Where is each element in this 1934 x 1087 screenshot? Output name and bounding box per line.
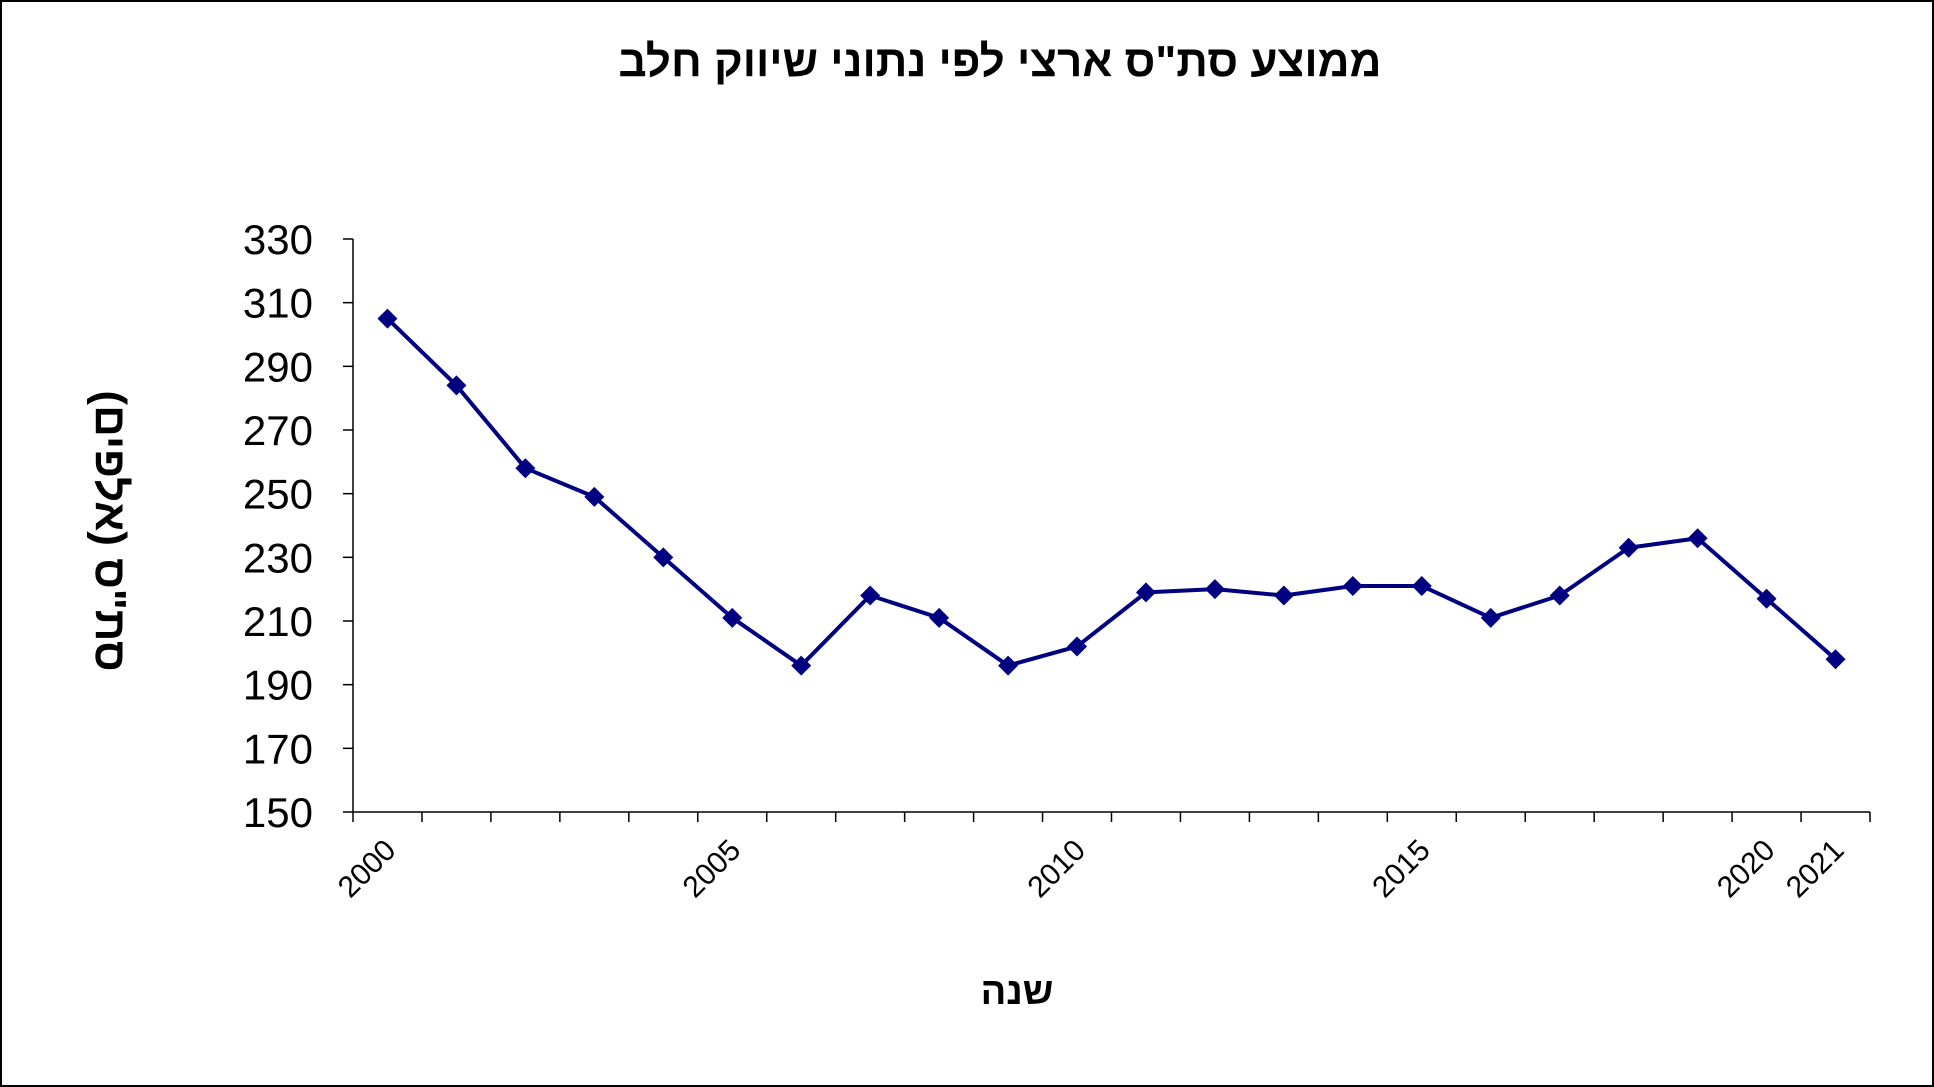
data-point <box>860 585 881 606</box>
y-tick-label: 190 <box>243 662 313 709</box>
y-tick-label: 230 <box>243 534 313 581</box>
data-point <box>722 607 743 628</box>
y-tick-label: 330 <box>243 216 313 263</box>
data-point <box>1067 636 1088 657</box>
y-tick-label: 290 <box>243 343 313 390</box>
y-tick-label: 310 <box>243 280 313 327</box>
y-tick-labels: 150 170 190 210 230 250 270 290 310 330 <box>243 216 313 836</box>
data-point <box>1480 607 1501 628</box>
data-point <box>929 607 950 628</box>
x-axis-label: שנה <box>981 971 1054 1013</box>
y-tick-label: 270 <box>243 407 313 454</box>
data-point <box>446 375 467 396</box>
y-axis-label: סת"ס (אלפים) <box>86 390 135 671</box>
data-point <box>1342 575 1363 596</box>
y-tick-label: 150 <box>243 789 313 836</box>
data-point <box>1204 579 1225 600</box>
chart-title: ממוצע סת"ס ארצי לפי נתוני שיווק חלב <box>619 37 1382 86</box>
data-point <box>653 547 674 568</box>
y-tick-label: 170 <box>243 725 313 772</box>
axes <box>343 238 1871 822</box>
data-point <box>1135 582 1156 603</box>
data-point <box>1687 528 1708 549</box>
data-point <box>791 655 812 676</box>
series-layer <box>377 308 1846 676</box>
y-tick-label: 250 <box>243 471 313 518</box>
series-line <box>386 317 1837 668</box>
data-point <box>1411 575 1432 596</box>
data-point <box>1273 585 1294 606</box>
data-point <box>1549 585 1570 606</box>
data-point <box>584 486 605 507</box>
data-point <box>1756 588 1777 609</box>
data-point <box>1825 649 1846 670</box>
data-point <box>1618 537 1639 558</box>
data-point <box>998 655 1019 676</box>
y-tick-label: 210 <box>243 598 313 645</box>
data-point <box>515 458 536 479</box>
data-point <box>377 308 398 329</box>
